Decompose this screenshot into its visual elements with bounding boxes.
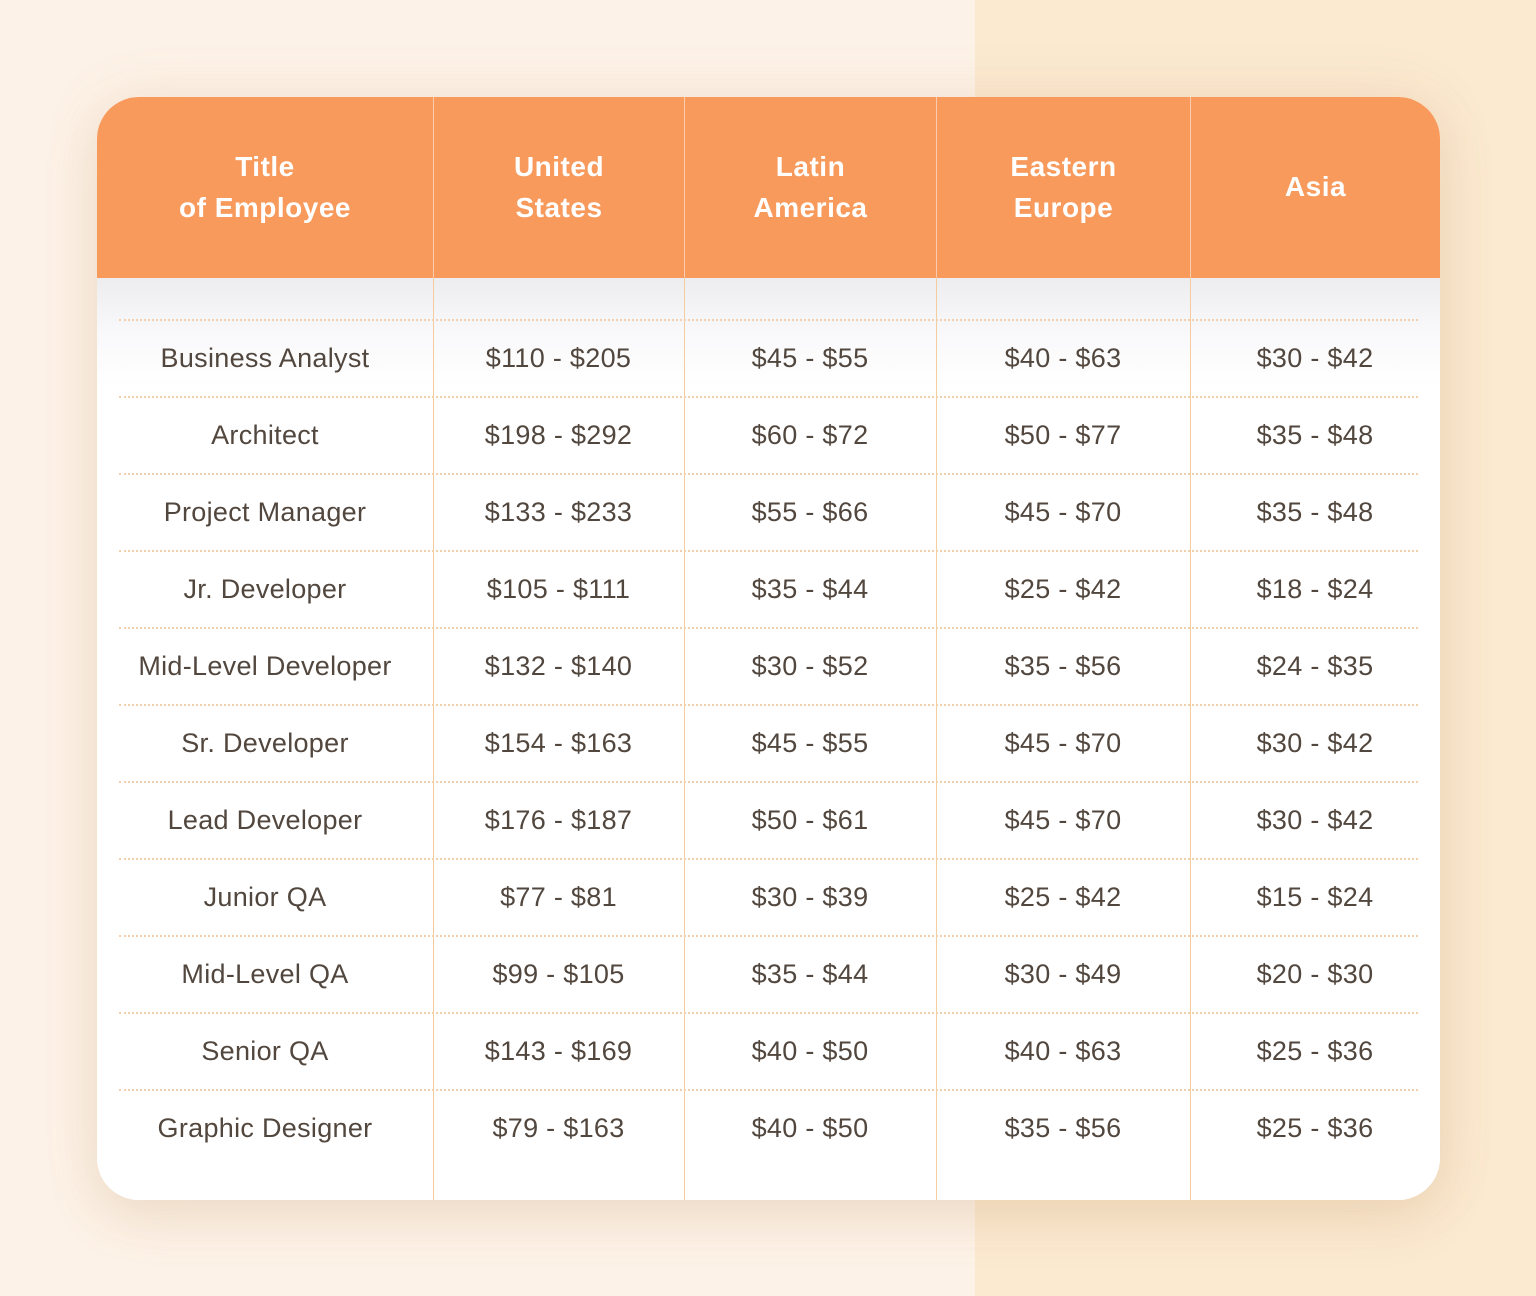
cell-latin-america: $60 - $72 xyxy=(751,420,869,450)
cell-latin-america: $55 - $66 xyxy=(751,497,869,527)
column-header-latin-america: Latin America xyxy=(684,97,936,278)
table-row: Mid-Level QA $99 - $105 $35 - $44 $30 - … xyxy=(97,935,1440,1013)
column-divider xyxy=(433,278,434,1200)
column-divider xyxy=(684,278,685,1200)
cell-asia: $25 - $36 xyxy=(1256,1036,1374,1066)
table-header-row: Title of Employee United States Latin Am… xyxy=(97,97,1440,278)
cell-latin-america: $30 - $52 xyxy=(751,651,869,681)
cell-title: Business Analyst xyxy=(160,343,370,373)
table-body: Business Analyst $110 - $205 $45 - $55 $… xyxy=(97,278,1440,1200)
cell-latin-america: $30 - $39 xyxy=(751,882,869,912)
cell-asia: $24 - $35 xyxy=(1256,651,1374,681)
cell-united-states: $99 - $105 xyxy=(492,959,625,989)
cell-eastern-europe: $40 - $63 xyxy=(1004,1036,1122,1066)
column-header-eastern-europe: Eastern Europe xyxy=(936,97,1190,278)
cell-asia: $20 - $30 xyxy=(1256,959,1374,989)
cell-united-states: $176 - $187 xyxy=(484,805,633,835)
cell-asia: $30 - $42 xyxy=(1256,343,1374,373)
cell-eastern-europe: $40 - $63 xyxy=(1004,343,1122,373)
cell-latin-america: $50 - $61 xyxy=(751,805,869,835)
salary-table-card: Title of Employee United States Latin Am… xyxy=(97,97,1440,1200)
cell-eastern-europe: $45 - $70 xyxy=(1004,728,1122,758)
cell-title: Project Manager xyxy=(163,497,367,527)
table-row: Senior QA $143 - $169 $40 - $50 $40 - $6… xyxy=(97,1012,1440,1090)
cell-title: Graphic Designer xyxy=(157,1113,373,1143)
cell-eastern-europe: $45 - $70 xyxy=(1004,805,1122,835)
cell-title: Mid-Level QA xyxy=(181,959,349,989)
table-row: Junior QA $77 - $81 $30 - $39 $25 - $42 … xyxy=(97,858,1440,936)
column-header-asia: Asia xyxy=(1190,97,1440,278)
cell-united-states: $154 - $163 xyxy=(484,728,633,758)
table-row: Mid-Level Developer $132 - $140 $30 - $5… xyxy=(97,627,1440,705)
table-row: Jr. Developer $105 - $111 $35 - $44 $25 … xyxy=(97,550,1440,628)
table-row: Business Analyst $110 - $205 $45 - $55 $… xyxy=(97,319,1440,397)
cell-eastern-europe: $35 - $56 xyxy=(1004,1113,1122,1143)
cell-eastern-europe: $35 - $56 xyxy=(1004,651,1122,681)
cell-title: Lead Developer xyxy=(167,805,363,835)
cell-united-states: $77 - $81 xyxy=(500,882,617,912)
cell-title: Senior QA xyxy=(201,1036,329,1066)
cell-asia: $35 - $48 xyxy=(1256,497,1374,527)
table-row: Lead Developer $176 - $187 $50 - $61 $45… xyxy=(97,781,1440,859)
column-header-title-of-employee: Title of Employee xyxy=(179,150,351,223)
cell-eastern-europe: $45 - $70 xyxy=(1004,497,1122,527)
cell-title: Junior QA xyxy=(203,882,327,912)
cell-title: Mid-Level Developer xyxy=(138,651,392,681)
cell-united-states: $105 - $111 xyxy=(486,574,631,604)
cell-united-states: $198 - $292 xyxy=(484,420,633,450)
cell-title: Sr. Developer xyxy=(181,728,349,758)
cell-latin-america: $45 - $55 xyxy=(751,343,869,373)
column-divider xyxy=(1190,278,1191,1200)
cell-eastern-europe: $25 - $42 xyxy=(1004,882,1122,912)
cell-united-states: $79 - $163 xyxy=(492,1113,625,1143)
cell-asia: $15 - $24 xyxy=(1256,882,1374,912)
cell-title: Jr. Developer xyxy=(183,574,347,604)
cell-asia: $30 - $42 xyxy=(1256,805,1374,835)
cell-united-states: $143 - $169 xyxy=(484,1036,633,1066)
cell-united-states: $133 - $233 xyxy=(484,497,633,527)
column-header-united-states: United States xyxy=(433,97,684,278)
cell-asia: $30 - $42 xyxy=(1256,728,1374,758)
table-row: Sr. Developer $154 - $163 $45 - $55 $45 … xyxy=(97,704,1440,782)
cell-latin-america: $35 - $44 xyxy=(751,959,869,989)
cell-latin-america: $40 - $50 xyxy=(751,1036,869,1066)
cell-title: Architect xyxy=(211,420,319,450)
cell-latin-america: $45 - $55 xyxy=(751,728,869,758)
cell-latin-america: $35 - $44 xyxy=(751,574,869,604)
column-divider xyxy=(936,278,937,1200)
table-rows: Business Analyst $110 - $205 $45 - $55 $… xyxy=(97,278,1440,1167)
cell-eastern-europe: $25 - $42 xyxy=(1004,574,1122,604)
table-row: Architect $198 - $292 $60 - $72 $50 - $7… xyxy=(97,396,1440,474)
cell-asia: $25 - $36 xyxy=(1256,1113,1374,1143)
cell-asia: $18 - $24 xyxy=(1256,574,1374,604)
cell-united-states: $110 - $205 xyxy=(485,343,632,373)
cell-eastern-europe: $50 - $77 xyxy=(1004,420,1122,450)
table-row: Project Manager $133 - $233 $55 - $66 $4… xyxy=(97,473,1440,551)
cell-eastern-europe: $30 - $49 xyxy=(1004,959,1122,989)
cell-latin-america: $40 - $50 xyxy=(751,1113,869,1143)
cell-asia: $35 - $48 xyxy=(1256,420,1374,450)
table-row: Graphic Designer $79 - $163 $40 - $50 $3… xyxy=(97,1089,1440,1167)
cell-united-states: $132 - $140 xyxy=(484,651,633,681)
